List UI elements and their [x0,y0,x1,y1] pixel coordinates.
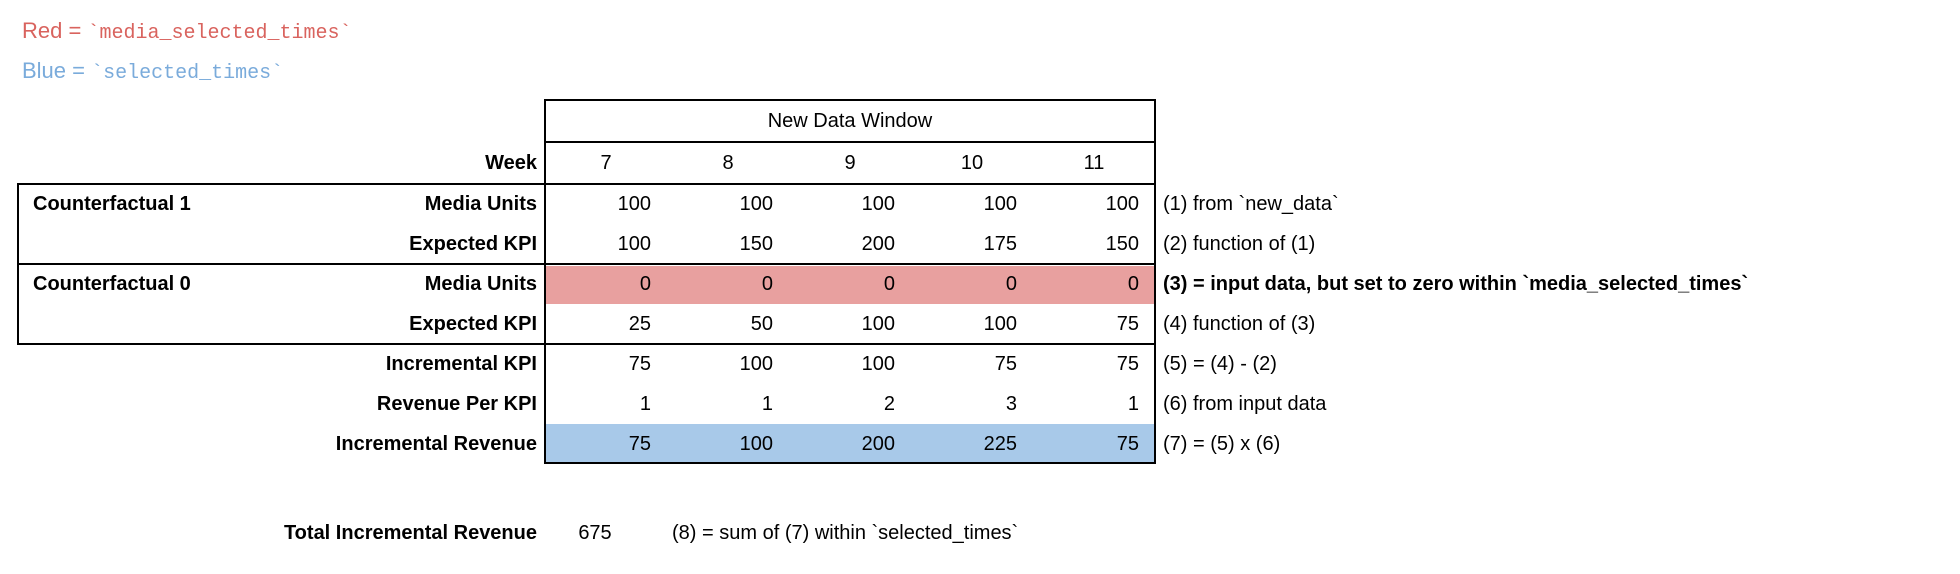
group-box-left-border [17,183,19,345]
data-cell-zeroed: 0 [1127,273,1139,295]
data-cell-zeroed: 0 [639,273,651,295]
data-cell: 100 [861,313,895,335]
counterfactual-1-label: Counterfactual 1 [33,193,191,215]
legend-red-label: Red = [22,18,88,43]
data-cell: 100 [861,353,895,375]
data-cell: 100 [1105,193,1139,215]
row-annotation: (2) function of (1) [1163,233,1316,255]
row-annotation: (1) from `new_data` [1163,193,1339,215]
selected-times-highlight-band [546,424,1154,463]
row-label: Incremental Revenue [335,433,537,455]
total-value: 675 [578,522,612,544]
row-label: Media Units [424,273,537,295]
data-cell: 100 [983,313,1017,335]
data-cell: 50 [750,313,773,335]
data-cell: 1 [761,393,773,415]
counterfactual-0-label: Counterfactual 0 [33,273,191,295]
data-cell-revenue: 225 [983,433,1017,455]
row-label: Expected KPI [409,233,537,255]
week-cell: 9 [844,152,856,174]
data-cell-zeroed: 0 [761,273,773,295]
week-cell: 11 [1083,152,1105,174]
table-border-below-header [544,141,1156,143]
data-cell: 1 [639,393,651,415]
data-cell: 75 [1116,313,1139,335]
row-annotation: (4) function of (3) [1163,313,1316,335]
week-cell: 7 [600,152,612,174]
data-cell: 150 [1105,233,1139,255]
table-header-title: New Data Window [767,110,933,132]
data-cell: 100 [617,193,651,215]
table-border-top [544,99,1156,101]
data-cell-zeroed: 0 [1005,273,1017,295]
row-label: Incremental KPI [385,353,537,375]
group-bottom-border [17,343,1156,345]
data-cell: 100 [861,193,895,215]
row-label: Media Units [424,193,537,215]
row-annotation: (6) from input data [1163,393,1327,415]
data-cell: 100 [739,193,773,215]
data-cell: 200 [861,233,895,255]
week-cell: 10 [960,152,984,174]
data-cell: 75 [994,353,1017,375]
group-divider-border [17,263,1156,265]
total-label: Total Incremental Revenue [283,522,537,544]
row-label: Revenue Per KPI [376,393,537,415]
legend-red-code: `media_selected_times` [87,22,352,45]
data-cell: 2 [883,393,895,415]
week-row-label: Week [485,152,537,174]
data-cell: 75 [1116,353,1139,375]
legend-blue: Blue = `selected_times` [22,56,283,89]
row-annotation: (3) = input data, but set to zero within… [1163,273,1749,295]
data-cell-revenue: 75 [1116,433,1139,455]
row-annotation: (7) = (5) x (6) [1163,433,1281,455]
data-cell-revenue: 200 [861,433,895,455]
data-cell-revenue: 75 [628,433,651,455]
legend-red: Red = `media_selected_times` [22,16,351,49]
data-cell-zeroed: 0 [883,273,895,295]
data-cell: 3 [1005,393,1017,415]
media-selected-times-highlight-band [546,266,1154,304]
week-cell: 8 [722,152,734,174]
data-cell: 100 [617,233,651,255]
data-cell: 1 [1127,393,1139,415]
data-cell: 25 [628,313,651,335]
row-label: Expected KPI [409,313,537,335]
data-cell: 150 [739,233,773,255]
total-annotation: (8) = sum of (7) within `selected_times` [672,522,1019,544]
data-cell: 175 [983,233,1017,255]
data-cell: 100 [739,353,773,375]
table-border-below-week [17,183,1156,185]
legend-blue-label: Blue = [22,58,92,83]
data-cell-revenue: 100 [739,433,773,455]
data-cell: 100 [983,193,1017,215]
row-annotation: (5) = (4) - (2) [1163,353,1277,375]
data-cell: 75 [628,353,651,375]
legend-blue-code: `selected_times` [91,62,284,85]
table-border-left [544,99,546,464]
table-border-bottom [544,462,1156,464]
table-border-right [1154,99,1156,464]
